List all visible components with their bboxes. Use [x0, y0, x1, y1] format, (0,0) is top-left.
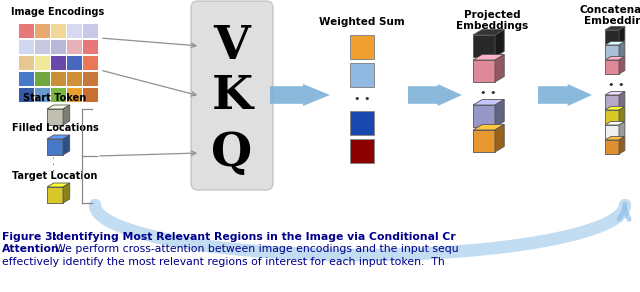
- Text: Weighted Sum: Weighted Sum: [319, 17, 405, 27]
- Bar: [50, 86, 65, 102]
- Polygon shape: [350, 111, 374, 135]
- Polygon shape: [605, 56, 625, 60]
- Polygon shape: [605, 30, 619, 44]
- Text: Projected: Projected: [464, 10, 520, 20]
- Polygon shape: [473, 105, 495, 127]
- Text: Q: Q: [211, 130, 253, 176]
- Polygon shape: [350, 63, 374, 87]
- Polygon shape: [473, 29, 504, 35]
- Polygon shape: [538, 84, 592, 106]
- Bar: [66, 86, 81, 102]
- Polygon shape: [47, 109, 63, 125]
- Text: Target Location: Target Location: [12, 171, 98, 181]
- Polygon shape: [350, 35, 374, 59]
- Bar: [34, 39, 49, 54]
- Polygon shape: [605, 27, 625, 30]
- Polygon shape: [495, 124, 504, 152]
- Bar: [50, 22, 65, 38]
- Bar: [50, 39, 65, 54]
- Polygon shape: [605, 41, 625, 45]
- Text: Concatenated: Concatenated: [579, 5, 640, 15]
- Text: effectively identify the most relevant regions of interest for each input token.: effectively identify the most relevant r…: [2, 257, 445, 267]
- Polygon shape: [473, 130, 495, 152]
- Polygon shape: [619, 27, 625, 44]
- Polygon shape: [605, 136, 625, 140]
- Bar: [18, 22, 33, 38]
- Polygon shape: [47, 183, 70, 187]
- Polygon shape: [619, 56, 625, 74]
- Text: Start Token: Start Token: [24, 93, 86, 103]
- Polygon shape: [605, 107, 625, 110]
- Polygon shape: [619, 41, 625, 59]
- Bar: [66, 22, 81, 38]
- Bar: [66, 70, 81, 86]
- Text: Image Encodings: Image Encodings: [12, 7, 104, 17]
- FancyBboxPatch shape: [191, 1, 273, 190]
- Bar: [18, 55, 33, 70]
- Bar: [66, 39, 81, 54]
- Polygon shape: [605, 95, 619, 109]
- Polygon shape: [605, 140, 619, 154]
- Text: · · ·: · · ·: [50, 155, 60, 171]
- Polygon shape: [47, 105, 70, 109]
- Bar: [82, 70, 97, 86]
- Polygon shape: [495, 55, 504, 82]
- Bar: [50, 55, 65, 70]
- Bar: [82, 55, 97, 70]
- Bar: [82, 86, 97, 102]
- Text: • •: • •: [354, 94, 371, 104]
- Polygon shape: [495, 100, 504, 127]
- Polygon shape: [473, 55, 504, 60]
- Bar: [34, 70, 49, 86]
- Bar: [34, 86, 49, 102]
- Bar: [82, 22, 97, 38]
- Polygon shape: [63, 183, 70, 203]
- Polygon shape: [605, 125, 619, 139]
- Polygon shape: [619, 107, 625, 124]
- Polygon shape: [47, 139, 63, 155]
- Polygon shape: [270, 84, 330, 106]
- Polygon shape: [619, 121, 625, 139]
- Polygon shape: [605, 45, 619, 59]
- Bar: [50, 70, 65, 86]
- Bar: [82, 39, 97, 54]
- Polygon shape: [473, 60, 495, 82]
- Text: Embeddings: Embeddings: [456, 21, 528, 31]
- Text: • •: • •: [608, 80, 624, 90]
- Polygon shape: [619, 91, 625, 109]
- Text: • •: • •: [480, 88, 496, 98]
- Bar: [18, 86, 33, 102]
- Text: Embeddings: Embeddings: [584, 16, 640, 26]
- Text: V: V: [214, 23, 250, 69]
- Polygon shape: [605, 60, 619, 74]
- Polygon shape: [350, 139, 374, 163]
- Polygon shape: [473, 124, 504, 130]
- Polygon shape: [495, 29, 504, 57]
- Polygon shape: [63, 135, 70, 155]
- Polygon shape: [47, 135, 70, 139]
- Bar: [18, 70, 33, 86]
- Text: We perform cross-attention between image encodings and the input sequ: We perform cross-attention between image…: [55, 244, 459, 255]
- Text: Identifying Most Relevant Regions in the Image via Conditional Cr: Identifying Most Relevant Regions in the…: [52, 232, 456, 242]
- Text: Attention.: Attention.: [2, 244, 64, 255]
- Bar: [34, 22, 49, 38]
- Text: K: K: [211, 73, 253, 119]
- Polygon shape: [605, 110, 619, 124]
- Polygon shape: [408, 84, 462, 106]
- Bar: [66, 55, 81, 70]
- Polygon shape: [473, 35, 495, 57]
- Text: Filled Locations: Filled Locations: [12, 123, 99, 133]
- Polygon shape: [473, 100, 504, 105]
- Polygon shape: [605, 121, 625, 125]
- Polygon shape: [619, 136, 625, 154]
- Bar: [18, 39, 33, 54]
- Polygon shape: [47, 187, 63, 203]
- Text: Figure 3:: Figure 3:: [2, 232, 57, 242]
- Polygon shape: [605, 91, 625, 95]
- Polygon shape: [63, 105, 70, 125]
- Bar: [34, 55, 49, 70]
